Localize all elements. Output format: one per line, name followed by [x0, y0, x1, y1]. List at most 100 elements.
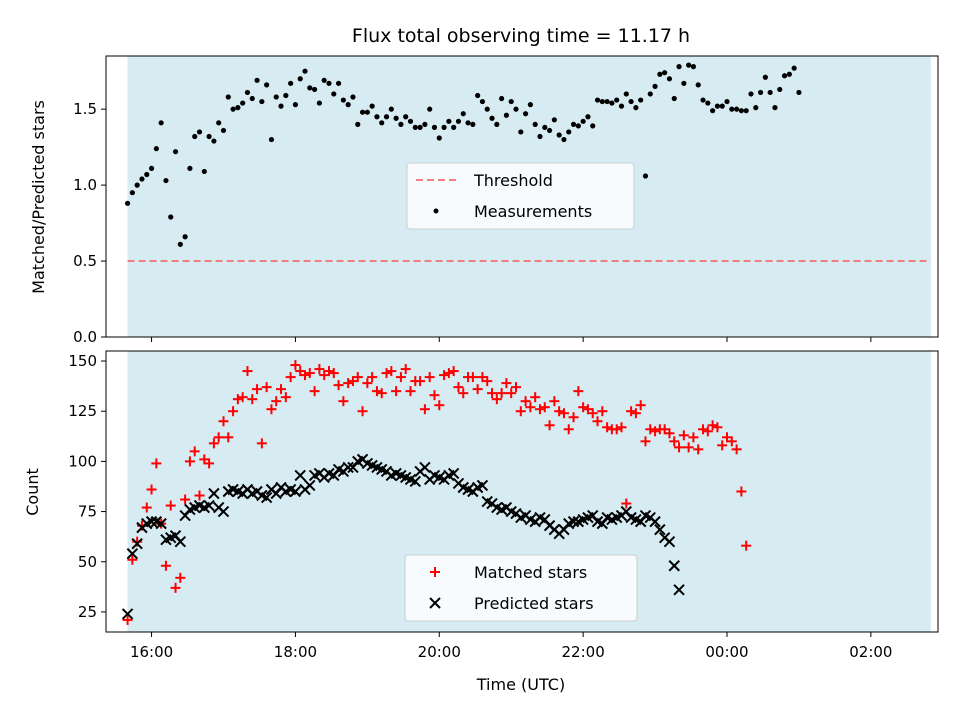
- matched-star-marker: [496, 388, 507, 399]
- matched-star-marker: [587, 408, 598, 419]
- top-measurements-group: [124, 62, 802, 247]
- matched-star-marker: [501, 378, 512, 389]
- matched-star-marker: [213, 432, 224, 443]
- matched-star-marker: [640, 436, 651, 447]
- measurement-point: [259, 98, 265, 105]
- measurement-point: [479, 98, 486, 105]
- measurement-point: [781, 73, 788, 79]
- measurement-point: [124, 200, 131, 206]
- measurement-point: [772, 105, 778, 111]
- measurement-point: [379, 120, 385, 126]
- bottom-axes-frame: [105, 350, 939, 633]
- matched-star-marker: [218, 416, 229, 427]
- matched-star-marker: [204, 458, 215, 469]
- matched-star-marker: [429, 390, 440, 401]
- measurement-point: [604, 98, 610, 105]
- matched-star-marker: [304, 368, 315, 379]
- matched-star-marker: [515, 406, 526, 417]
- matched-star-marker: [602, 422, 613, 433]
- predicted-star-marker: [294, 469, 306, 482]
- measurement-point: [182, 234, 188, 240]
- measurement-point: [134, 182, 140, 188]
- matched-star-marker: [491, 394, 502, 405]
- measurement-point: [561, 136, 567, 143]
- measurement-point: [527, 102, 533, 108]
- bottom-x-axis-label: Time (UTC): [476, 675, 565, 694]
- matched-star-marker: [223, 432, 234, 443]
- matched-star-marker: [285, 372, 296, 383]
- matched-star-marker: [146, 484, 157, 495]
- measurement-point: [187, 165, 193, 171]
- matched-star-marker: [208, 438, 219, 449]
- matched-star-marker: [453, 382, 464, 393]
- matched-star-marker: [664, 428, 675, 439]
- matched-star-marker: [237, 392, 248, 403]
- matched-star-marker: [276, 384, 287, 395]
- measurement-point: [172, 149, 179, 155]
- measurement-point: [508, 98, 514, 105]
- measurement-point: [695, 82, 701, 88]
- y-tick-label: 50: [78, 553, 97, 571]
- matched-star-marker: [290, 360, 301, 371]
- measurement-point: [441, 124, 447, 130]
- matched-star-marker: [549, 396, 560, 407]
- measurement-point: [724, 98, 730, 105]
- matched-star-marker: [544, 420, 555, 431]
- measurement-point: [777, 86, 783, 93]
- matched-star-marker: [621, 498, 632, 509]
- matched-star-marker: [626, 406, 637, 417]
- matched-star-marker: [736, 486, 747, 497]
- measurement-point: [513, 106, 519, 112]
- matched-star-marker: [741, 540, 752, 551]
- measurement-point: [340, 97, 346, 103]
- matched-star-marker: [314, 364, 325, 375]
- measurement-point: [551, 117, 557, 123]
- measurement-point: [235, 105, 241, 111]
- matched-star-marker: [698, 424, 709, 435]
- predicted-star-marker: [673, 584, 685, 596]
- matched-star-marker: [487, 388, 498, 399]
- measurement-point: [753, 105, 759, 111]
- measurement-point: [580, 118, 586, 124]
- matched-star-marker: [568, 412, 579, 423]
- matched-star-marker: [376, 388, 387, 399]
- matched-star-marker: [520, 396, 531, 407]
- matched-star-marker: [674, 442, 685, 453]
- measurement-point: [177, 241, 183, 247]
- matched-star-marker: [439, 370, 450, 381]
- measurement-point: [230, 106, 236, 112]
- matched-star-marker: [386, 366, 397, 377]
- legend-matched-swatch: [430, 567, 440, 577]
- matched-star-marker: [266, 404, 277, 415]
- matched-star-marker: [534, 404, 545, 415]
- matched-star-marker: [645, 424, 656, 435]
- measurement-point: [729, 106, 735, 112]
- measurement-point: [403, 114, 409, 120]
- matched-star-marker: [563, 424, 574, 435]
- predicted-star-marker: [155, 517, 167, 530]
- measurement-point: [249, 95, 255, 102]
- measurement-point: [297, 76, 303, 82]
- measurement-point: [475, 92, 481, 99]
- measurement-point: [767, 89, 773, 96]
- measurement-point: [585, 114, 591, 120]
- matched-star-marker: [539, 402, 550, 413]
- measurement-point: [446, 118, 452, 124]
- measurement-point: [705, 100, 711, 106]
- y-tick-label: 0.5: [73, 252, 97, 270]
- measurement-point: [690, 64, 697, 70]
- matched-star-marker: [578, 402, 589, 413]
- matched-star-marker: [252, 384, 263, 395]
- matched-star-marker: [323, 366, 334, 377]
- measurement-point: [609, 100, 615, 106]
- matched-star-marker: [669, 436, 680, 447]
- matched-star-marker: [271, 396, 282, 407]
- matched-star-marker: [424, 372, 435, 383]
- matched-star-marker: [731, 444, 742, 455]
- y-tick-label: 100: [68, 452, 97, 470]
- predicted-star-marker: [131, 537, 143, 550]
- matched-star-marker: [362, 378, 373, 389]
- legend-predicted-swatch: [429, 597, 441, 609]
- y-tick-label: 0.0: [73, 328, 97, 346]
